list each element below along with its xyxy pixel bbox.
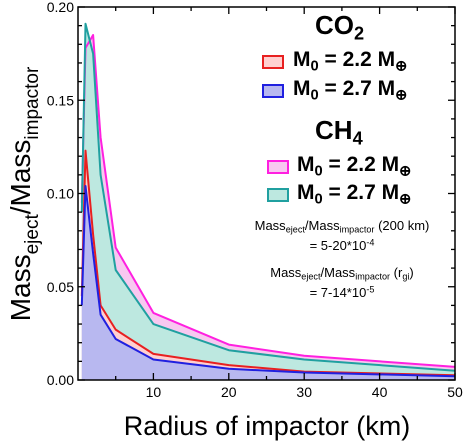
legend-m-sub: 0 <box>314 191 323 208</box>
series-line-1 <box>80 185 456 378</box>
legend-m-sub: 0 <box>314 163 323 180</box>
legend-swatch-co2-22 <box>262 55 284 69</box>
series-line-2 <box>80 34 456 368</box>
x-tick-label: 50 <box>447 384 463 400</box>
y-tick-label: 0.05 <box>47 279 74 295</box>
legend-m-value: = 2.2 M <box>318 48 396 71</box>
annotation-200km: Masseject/Massimpactor (200 km) = 5-20*1… <box>230 218 454 253</box>
series-line-3 <box>80 22 456 372</box>
legend-ch4-sub: 4 <box>352 128 363 149</box>
legend-swatch-ch4-27 <box>267 188 289 202</box>
earth-symbol-icon: ⊕ <box>395 58 408 75</box>
series-lines <box>80 22 456 378</box>
earth-symbol-icon: ⊕ <box>399 163 412 180</box>
y-label-sub-impactor: impactor <box>22 66 43 140</box>
series-areas <box>81 23 456 381</box>
y-label-mass: Mass <box>5 254 36 321</box>
earth-symbol-icon: ⊕ <box>399 191 412 208</box>
y-tick-label: 0.15 <box>47 92 74 108</box>
x-tick-label: 30 <box>296 384 312 400</box>
legend-m-prefix: M <box>297 153 315 176</box>
legend-m-prefix: M <box>293 77 311 100</box>
series-line-0 <box>80 149 456 377</box>
axis-ticks: 10 20 30 40 500.000.050.100.150.20 <box>47 0 463 400</box>
legend-co2-text: CO <box>315 10 354 40</box>
legend-co2-title: CO2 <box>315 10 365 44</box>
series-area-1 <box>81 186 456 380</box>
legend-entry-co2-22: M0 = 2.2 M⊕ <box>293 48 408 75</box>
y-label-sep: /Mass <box>5 140 36 215</box>
annotation-rgi-line2: = 7-14*10-5 <box>309 284 375 300</box>
legend-swatch-ch4-22 <box>267 160 289 174</box>
y-tick-label: 0.00 <box>47 372 74 388</box>
annotation-200km-line1: Masseject/Massimpactor (200 km) <box>254 218 430 235</box>
legend-m-value: = 2.7 M <box>322 181 400 204</box>
x-tick-label: 40 <box>372 384 388 400</box>
annotation-200km-line2: = 5-20*10-4 <box>309 237 375 253</box>
x-tick-label: 10 <box>146 384 162 400</box>
legend-co2-sub: 2 <box>354 23 365 44</box>
legend-m-sub: 0 <box>310 58 319 75</box>
y-label-sub-eject: eject <box>22 214 43 255</box>
y-tick-label: 0.10 <box>47 186 74 202</box>
x-tick-label: 20 <box>221 384 237 400</box>
legend-ch4-title: CH4 <box>315 115 363 149</box>
y-tick-label: 0.20 <box>47 0 74 15</box>
legend-ch4-text: CH <box>315 115 353 145</box>
annotation-rgi: Masseject/Massimpactor (rgi) = 7-14*10-5 <box>230 265 454 300</box>
annotation-rgi-line1: Masseject/Massimpactor (rgi) <box>270 265 414 282</box>
legend-entry-ch4-22: M0 = 2.2 M⊕ <box>297 153 412 180</box>
legend-m-sub: 0 <box>310 87 319 104</box>
legend-m-prefix: M <box>297 181 315 204</box>
x-axis-label: Radius of impactor (km) <box>124 411 411 441</box>
y-axis-label: Masseject/Massimpactor <box>5 66 43 321</box>
earth-symbol-icon: ⊕ <box>395 87 408 104</box>
legend-m-value: = 2.2 M <box>322 153 400 176</box>
legend-entry-ch4-27: M0 = 2.7 M⊕ <box>297 181 412 208</box>
legend-entry-co2-27: M0 = 2.7 M⊕ <box>293 77 408 104</box>
legend-m-prefix: M <box>293 48 311 71</box>
legend-m-value: = 2.7 M <box>318 77 396 100</box>
legend-swatch-co2-27 <box>262 84 284 98</box>
